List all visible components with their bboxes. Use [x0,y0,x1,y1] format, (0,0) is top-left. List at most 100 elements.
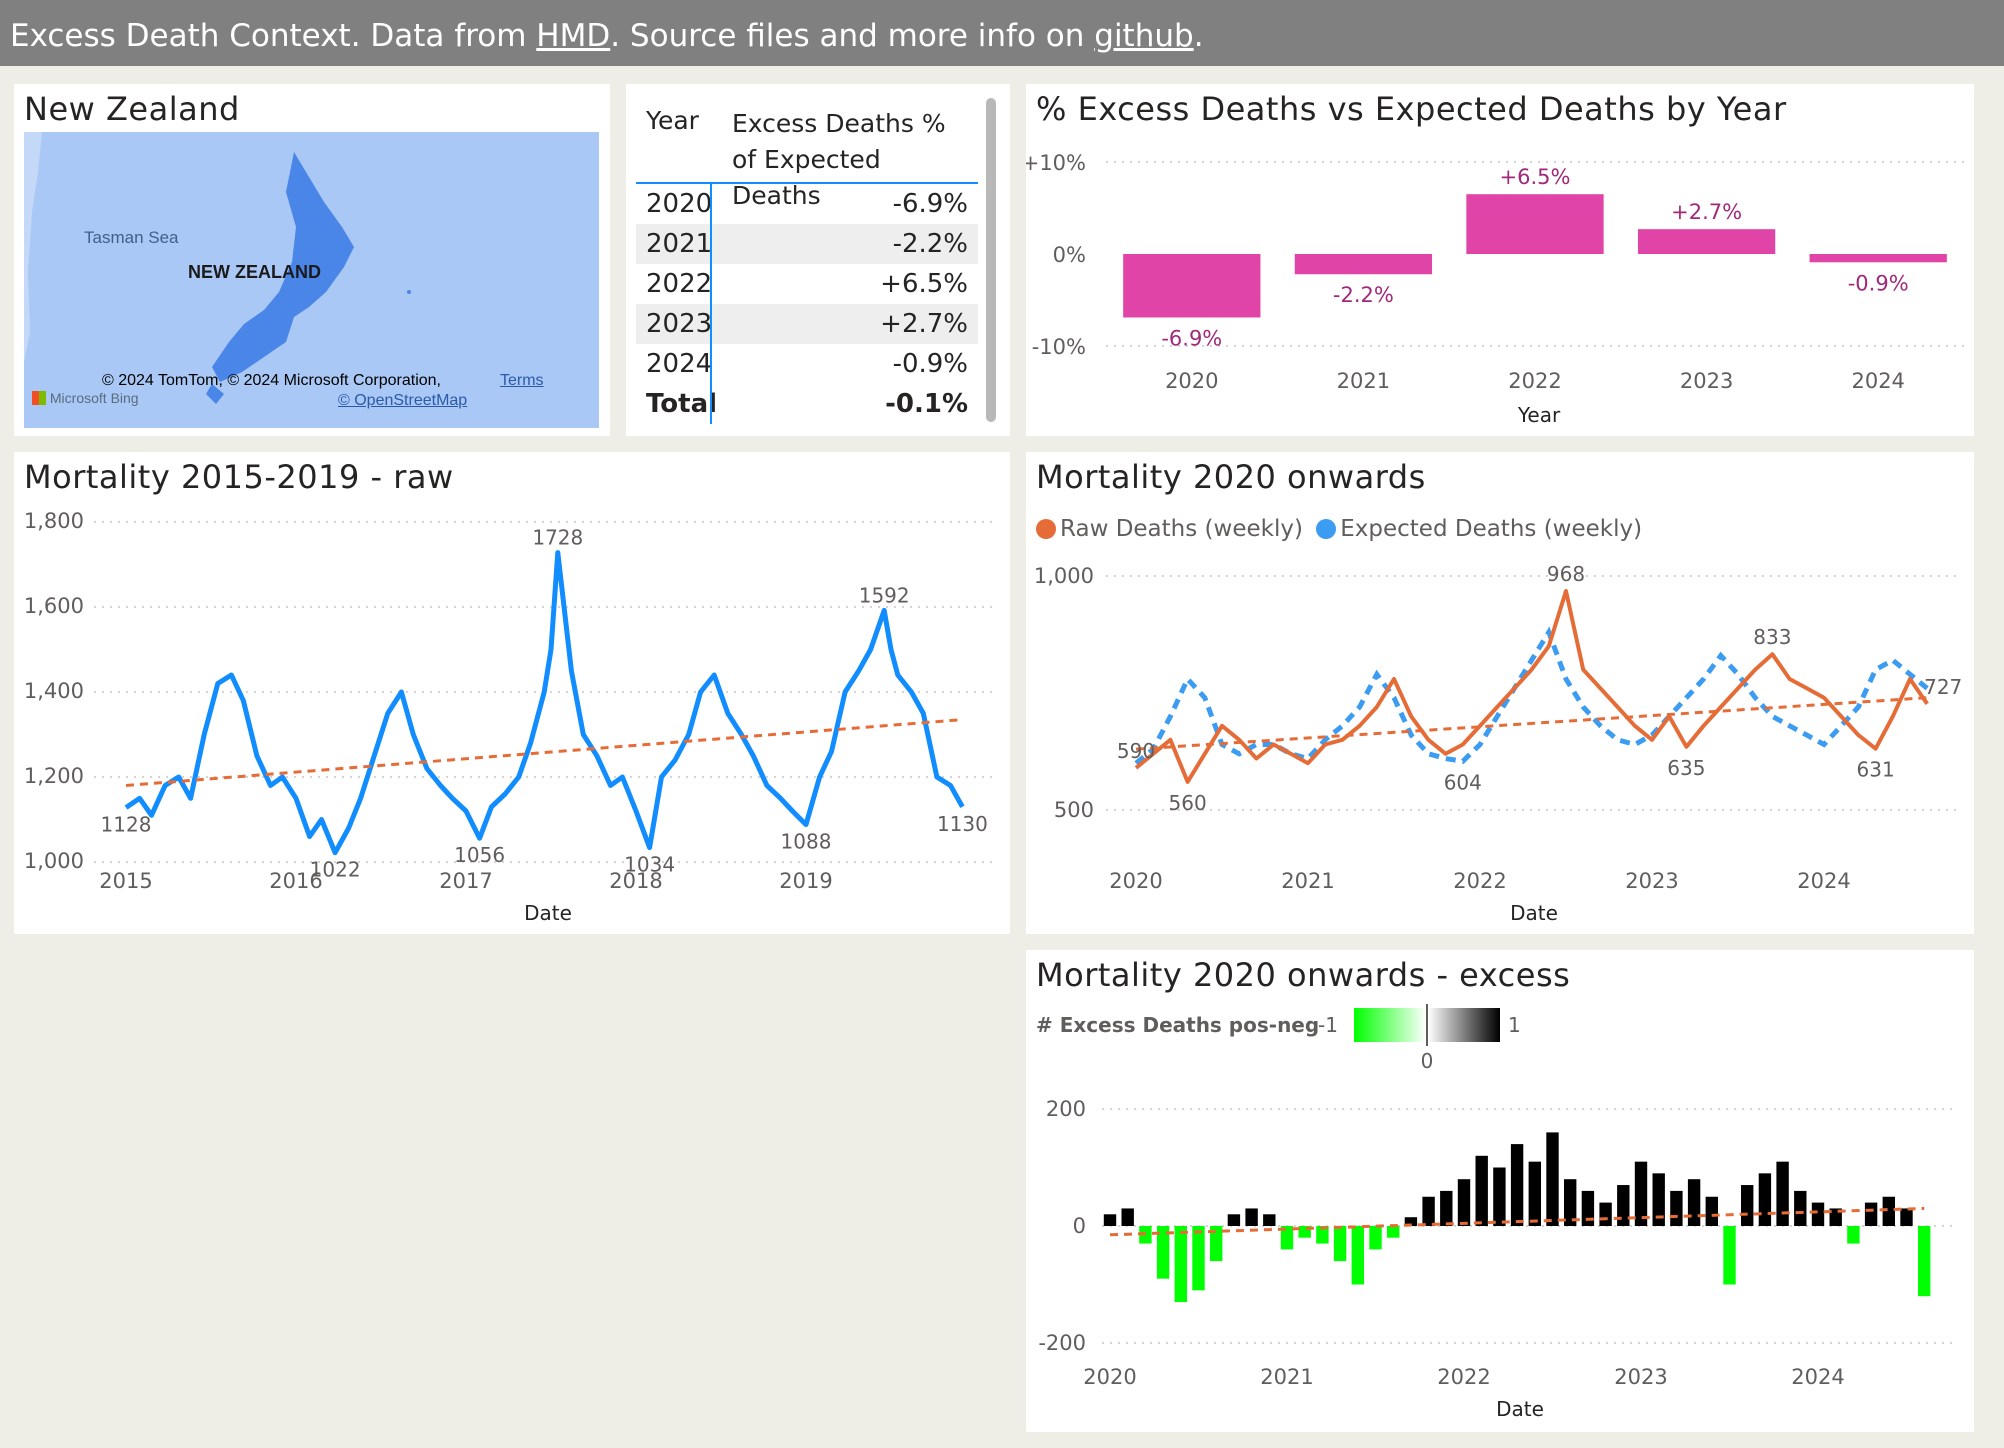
legend-label: Raw Deaths (weekly) [1060,516,1303,542]
excess-deaths-card: Mortality 2020 onwards - excess # Excess… [1026,950,1974,1432]
excess-bar [1687,1179,1701,1226]
y-tick-label: -200 [1038,1331,1086,1355]
excess-bar [1617,1185,1630,1226]
x-tick-label: 2018 [609,869,662,893]
excess-bar [1564,1179,1577,1226]
x-tick-label: 2023 [1625,869,1678,893]
x-tick-label: 2015 [99,869,152,893]
excess-deaths-chart[interactable]: # Excess Deaths pos-neg -1 1 0 200 0 -20… [1026,950,1974,1432]
excess-bar [1192,1226,1205,1291]
raw-mortality-chart[interactable]: 1,800 1,600 1,400 1,200 1,000 2015 2016 … [14,452,1010,934]
github-link[interactable]: github [1094,18,1194,54]
excess-bar [1758,1173,1772,1226]
gradient-min-label: -1 [1318,1013,1338,1037]
excess-bar [1245,1208,1258,1226]
data-point-label: 1592 [859,583,910,607]
gradient-max-label: 1 [1508,1013,1521,1037]
chart-legend: Raw Deaths (weekly) Expected Deaths (wee… [1036,516,1642,542]
table-divider [710,184,712,424]
table-header: Year Excess Deaths % of Expected Deaths [636,92,978,210]
country-label: NEW ZEALAND [188,262,321,282]
x-axis-label: Date [1496,1397,1544,1421]
y-tick-label: 0% [1053,243,1086,267]
x-tick-label: 2022 [1437,1365,1490,1389]
data-point-label: 1056 [454,843,505,867]
excess-bar [1227,1214,1241,1226]
sea-label: Tasman Sea [84,228,179,247]
bar [1294,254,1433,275]
bar-data-label: +6.5% [1500,165,1571,189]
osm-link[interactable]: © OpenStreetMap [338,392,468,409]
bar [1809,254,1947,263]
excess-bar [1333,1226,1347,1262]
map-title: New Zealand [24,90,240,128]
data-point-label: 635 [1667,756,1705,780]
terms-link[interactable]: Terms [500,372,544,389]
excess-bar [1457,1179,1471,1226]
excess-bar [1387,1226,1400,1238]
y-tick-label: 1,000 [24,849,84,873]
trend-line [1135,696,1928,751]
x-tick-label: 2019 [779,869,832,893]
expected-deaths-line [1134,626,1929,766]
bar [1637,229,1776,254]
raw-chart-title: Mortality 2015-2019 - raw [24,458,454,496]
excess-bar [1528,1161,1541,1226]
x-tick-label: 2024 [1851,369,1904,393]
year-cell: 2022 [646,269,713,299]
table-row[interactable]: 2024 -0.9% [636,344,978,384]
total-value: -0.1% [885,389,968,419]
excess-bar [1670,1190,1683,1226]
excess-bar [1705,1196,1718,1226]
y-tick-label: 0 [1073,1214,1086,1238]
data-point-label: 1728 [532,526,583,550]
table-row[interactable]: 2021 -2.2% [636,224,978,264]
data-point-label: 604 [1444,770,1482,794]
excess-bar [1811,1202,1825,1226]
y-tick-label: 1,000 [1034,564,1094,588]
excess-bar [1404,1217,1418,1226]
hmd-link[interactable]: HMD [536,18,611,54]
excess-bar [1829,1208,1842,1226]
mortality-2020-chart[interactable]: 1,000 500 2020 2021 2022 2023 2024 Date … [1026,452,1974,934]
legend-item-expected[interactable]: Expected Deaths (weekly) [1316,516,1642,542]
excess-bar [1634,1161,1648,1226]
data-point-label: 631 [1857,758,1895,782]
excess-bar [1280,1226,1294,1250]
excess-bar [1121,1208,1134,1226]
excess-bar [1581,1190,1595,1226]
value-column-header[interactable]: Excess Deaths % of Expected Deaths [732,109,946,210]
x-tick-label: 2016 [269,869,322,893]
excess-bar [1316,1226,1329,1244]
bing-logo: Microsoft Bing [32,390,139,406]
table-row[interactable]: 2020 -6.9% [636,184,978,224]
y-tick-label: 500 [1054,798,1094,822]
data-point-label: 590 [1117,739,1155,763]
excess-bar [1263,1214,1276,1226]
y-tick-label: 1,200 [24,764,84,788]
year-cell: 2021 [646,229,713,259]
year-cell: 2020 [646,189,713,219]
x-tick-label: 2022 [1508,369,1561,393]
excess-deaths-title: Mortality 2020 onwards - excess [1036,956,1571,994]
x-axis-label: Year [1517,403,1561,427]
year-column-header[interactable]: Year [646,106,699,135]
excess-pct-chart[interactable]: +10% 0% -10% -6.9% 2020 -2.2% 2021 +6.5% 2022… [1026,84,1974,436]
data-point-label: 833 [1753,625,1791,649]
excess-bar [1351,1226,1364,1285]
excess-bar [1918,1226,1931,1297]
x-tick-label: 2021 [1281,869,1334,893]
table-scrollbar[interactable] [986,98,996,422]
data-point-label: 1088 [781,830,832,854]
excess-bar [1103,1214,1117,1226]
y-tick-label: 1,800 [24,509,84,533]
windows-icon [32,391,46,405]
map-view[interactable]: Tasman Sea NEW ZEALAND Microsoft Bing © … [24,132,599,428]
legend-item-raw[interactable]: Raw Deaths (weekly) [1036,516,1303,542]
table-row[interactable]: 2023 +2.7% [636,304,978,344]
excess-pct-card: % Excess Deaths vs Expected Deaths by Ye… [1026,84,1974,436]
x-tick-label: 2022 [1453,869,1506,893]
excess-bar [1599,1202,1612,1226]
table-row[interactable]: 2022 +6.5% [636,264,978,304]
value-cell: -2.2% [892,229,968,259]
